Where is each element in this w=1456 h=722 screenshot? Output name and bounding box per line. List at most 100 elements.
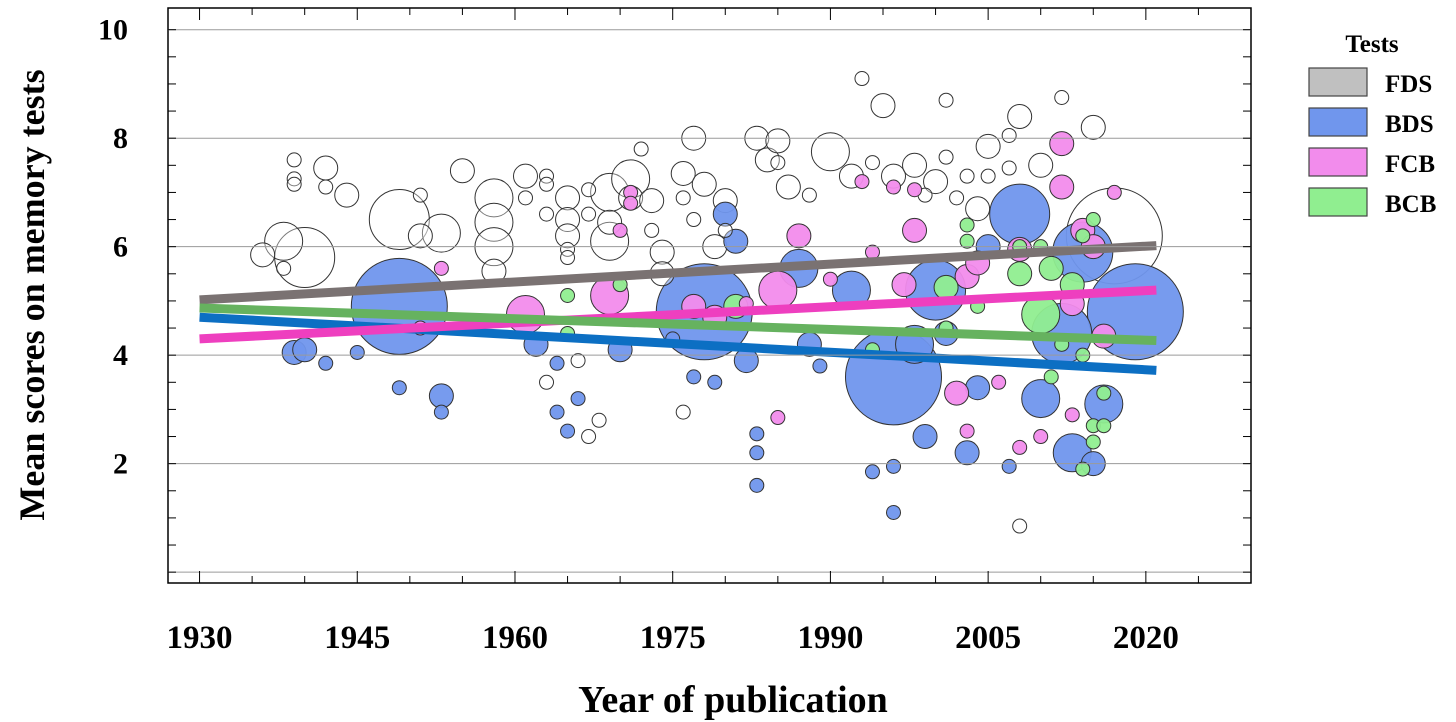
bubble-fcb	[902, 217, 928, 243]
bubble-bcb	[1085, 212, 1101, 228]
x-tick-label: 2020	[1113, 620, 1179, 656]
bubble-fds	[539, 168, 555, 184]
bubble-bcb	[1085, 434, 1101, 450]
bubble-bds	[349, 344, 365, 360]
legend-label-bds: BDS	[1385, 111, 1434, 138]
bubble-fds	[474, 202, 514, 242]
bubble-fcb	[1012, 439, 1028, 455]
bubble-bds	[749, 445, 765, 461]
bubble-fds	[938, 149, 954, 165]
bubble-fds	[368, 189, 430, 251]
bubble-fds	[686, 212, 702, 228]
bubble-bcb	[959, 233, 975, 249]
bubble-fds	[313, 155, 339, 181]
bubble-fds	[1028, 152, 1054, 178]
bubble-fds	[334, 182, 360, 208]
trend-line-bcb	[199, 303, 1157, 346]
bubble-fds	[923, 169, 949, 195]
bubble-bds	[350, 257, 448, 355]
bubble-bcb	[1021, 294, 1061, 334]
bubble-bcb	[1075, 461, 1091, 477]
legend: Tests FDS BDS FCB BCB	[1308, 31, 1436, 218]
bubble-fcb	[907, 182, 923, 198]
bubble-bds	[707, 374, 723, 390]
bubble-bcb	[1096, 418, 1112, 434]
bubble-fcb	[1106, 184, 1122, 200]
bubble-bds	[570, 391, 586, 407]
bubble-bds	[1021, 379, 1061, 419]
trend-line-fds	[199, 241, 1157, 305]
bubble-fds	[675, 404, 691, 420]
bubble-bds	[989, 183, 1051, 245]
bubble-fcb	[822, 271, 838, 287]
bubble-fds	[286, 171, 302, 187]
bubble-fds	[717, 222, 733, 238]
legend-swatch-fds	[1308, 67, 1368, 97]
bubble-fds	[644, 222, 660, 238]
bubble-fds	[965, 196, 991, 222]
bubble-fds	[512, 163, 538, 189]
legend-label-fds: FDS	[1385, 71, 1432, 98]
bubble-fds	[539, 206, 555, 222]
bubble-fcb	[623, 195, 639, 211]
bubble-fds	[539, 176, 555, 192]
bubble-bds	[433, 404, 449, 420]
bubble-fcb	[770, 410, 786, 426]
trend-line-bds	[199, 312, 1157, 375]
legend-swatch-bds	[1308, 107, 1368, 137]
bubble-fcb	[944, 380, 970, 406]
bubble-bds	[292, 337, 318, 363]
bubble-fds	[474, 178, 514, 218]
bubble-fds	[754, 147, 780, 173]
bubble-fds	[581, 429, 597, 445]
x-tick-label: 1990	[797, 620, 863, 656]
bubble-fds	[1080, 114, 1106, 140]
bubble-fcb	[612, 222, 628, 238]
bubble-bds	[549, 355, 565, 371]
bubble-fds	[570, 353, 586, 369]
bubble-fds	[770, 155, 786, 171]
bubble-bds	[886, 458, 902, 474]
bubble-fds	[560, 250, 576, 266]
bubble-fds	[517, 190, 533, 206]
bubble-bds	[428, 383, 454, 409]
bubble-bcb	[1007, 261, 1033, 287]
bubble-bcb	[933, 274, 959, 300]
bubble-bcb	[1038, 255, 1064, 281]
bubble-fds	[1007, 103, 1033, 129]
bubble-fds	[286, 176, 302, 192]
bubble-fds	[407, 223, 433, 249]
bubble-bds	[812, 358, 828, 374]
bubble-bcb	[1075, 228, 1091, 244]
axes-layer: 1930 1945 1960 1975 1990 2005 2020 2 4 6 8 10	[98, 7, 1252, 656]
bubble-fds	[539, 374, 555, 390]
bubble-fds	[902, 152, 928, 178]
bubble-fds	[581, 182, 597, 198]
x-tick-label: 1945	[324, 620, 390, 656]
bubble-fcb	[1033, 429, 1049, 445]
bubbles-layer	[250, 71, 1184, 534]
bubble-fds	[250, 242, 276, 268]
bubble-fds	[810, 132, 850, 172]
bubble-bds	[864, 464, 880, 480]
bubble-fcb	[891, 272, 917, 298]
bubble-fcb	[433, 260, 449, 276]
bubble-fds	[975, 133, 1001, 159]
bubble-fcb	[991, 374, 1007, 390]
bubble-fcb	[1049, 131, 1075, 157]
bubble-bcb	[1096, 385, 1112, 401]
bubble-fds	[959, 168, 975, 184]
bubble-bds	[749, 426, 765, 442]
bubble-fds	[801, 187, 817, 203]
bubble-fcb	[854, 174, 870, 190]
bubble-fds	[591, 412, 607, 428]
bubble-fds	[449, 158, 475, 184]
x-tick-label: 1960	[482, 620, 548, 656]
bubble-fds	[980, 168, 996, 184]
legend-label-bcb: BCB	[1385, 191, 1436, 218]
bubble-bcb	[959, 217, 975, 233]
bubble-fds	[670, 160, 696, 186]
bubble-fds	[633, 141, 649, 157]
x-axis-title: Year of publication	[578, 679, 888, 721]
